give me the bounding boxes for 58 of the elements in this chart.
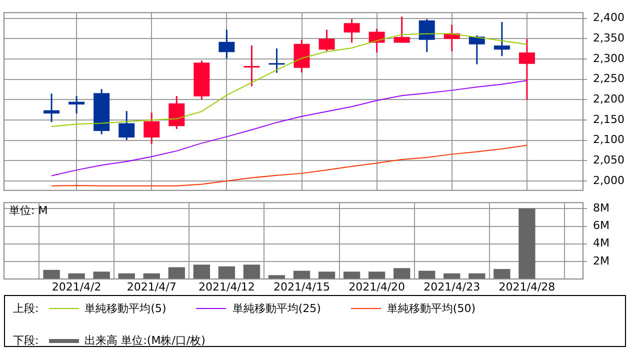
candlestick (494, 21, 510, 57)
bar (343, 272, 360, 279)
legend-title: 上段: (13, 301, 39, 316)
annotation: 単位: M (9, 204, 48, 217)
candlestick (242, 44, 260, 87)
candlestick (118, 110, 135, 141)
candlestick (368, 28, 385, 54)
bar (518, 208, 536, 279)
y-tick-label: 2,100 (593, 133, 624, 146)
y-tick-label: 8M (593, 202, 610, 215)
y-tick-label: 2,400 (593, 11, 624, 24)
y-tick-label: 2,300 (593, 52, 624, 65)
y-tick-label: 2,250 (593, 72, 624, 86)
candlestick (344, 18, 360, 44)
bar (243, 264, 260, 279)
y-tick-label: 2M (593, 254, 610, 268)
y-tick-label: 2,350 (593, 32, 624, 44)
legend-title: 下段: (13, 333, 39, 348)
legend-label: 単純移動平均(50) (386, 301, 476, 316)
bar (218, 266, 236, 279)
x-tick-label: 2021/4/2 (52, 280, 102, 294)
candlestick (218, 28, 235, 60)
candlestick (144, 112, 160, 145)
bar (168, 267, 185, 279)
legend-label: 単純移動平均(25) (232, 301, 321, 316)
x-tick-label: 2021/4/15 (274, 280, 330, 294)
legend-label: 単純移動平均(5) (84, 301, 166, 316)
y-tick-label: 2,150 (593, 112, 624, 126)
bar (68, 273, 85, 279)
bar (268, 275, 286, 279)
legend-label: 出来高 単位:(M株/口/枚) (84, 333, 206, 348)
bar (293, 270, 310, 279)
candlestick (468, 34, 485, 66)
x-tick-label: 2021/4/23 (424, 280, 480, 294)
x-tick-label: 2021/4/7 (126, 280, 176, 294)
candlestick (168, 95, 185, 130)
candlestick (418, 18, 435, 53)
x-tick-label: 2021/4/12 (198, 280, 255, 294)
x-tick-label: 2021/4/20 (348, 280, 406, 294)
bar (193, 264, 210, 279)
candlestick (68, 95, 85, 114)
y-tick-label: 6M (593, 219, 610, 232)
candlestick (318, 28, 335, 52)
x-tick-label: 2021/4/28 (498, 280, 556, 294)
candlestick (44, 92, 60, 123)
y-tick-label: 2,000 (593, 174, 624, 187)
bar (494, 269, 510, 279)
y-tick-label: 4M (593, 236, 610, 250)
bar (93, 272, 110, 279)
bar (43, 270, 60, 279)
candlestick (268, 48, 286, 74)
bar (318, 272, 336, 279)
bar (368, 272, 386, 279)
bar (418, 270, 436, 279)
bar (394, 268, 410, 279)
y-tick-label: 2,200 (593, 92, 624, 106)
candlestick (394, 16, 410, 44)
y-tick-label: 2,050 (593, 154, 624, 167)
